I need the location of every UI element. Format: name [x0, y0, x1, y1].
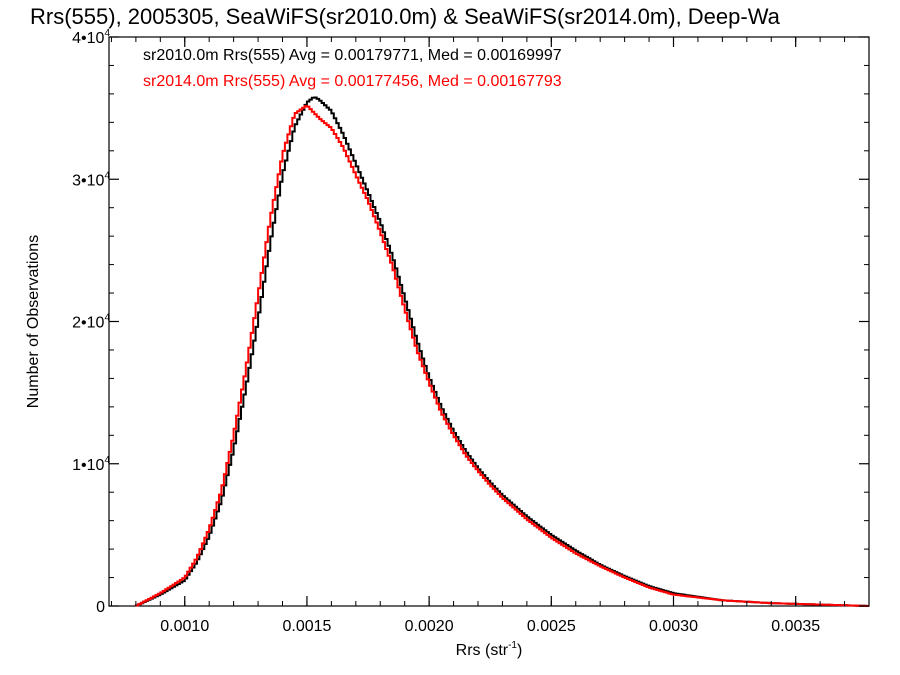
- x-tick-label: 0.0020: [405, 618, 454, 635]
- legend-entry-0: sr2010.0m Rrs(555) Avg = 0.00179771, Med…: [143, 47, 562, 64]
- chart-title: Rrs(555), 2005305, SeaWiFS(sr2010.0m) & …: [30, 4, 781, 29]
- plot-area: 0.0010 0.0015 0.0020 0.0025 0.0030 0.0035 0 1•1…: [72, 28, 870, 635]
- plot-frame: [108, 36, 870, 607]
- y-tick-label: 0: [96, 599, 105, 616]
- tick-layer: 0.0010 0.0015 0.0020 0.0025 0.0030 0.0035 0 1•1…: [72, 28, 870, 635]
- x-tick-label: 0.0015: [282, 618, 331, 635]
- x-tick-label: 0.0035: [771, 618, 820, 635]
- y-tick-label: 3•104: [72, 170, 110, 189]
- legend: sr2010.0m Rrs(555) Avg = 0.00179771, Med…: [143, 47, 562, 90]
- x-axis-label-end: ): [517, 642, 522, 659]
- series-line-1: [134, 105, 869, 607]
- series-line-0: [134, 96, 869, 607]
- y-tick-label: 2•104: [72, 313, 110, 332]
- x-tick-label: 0.0010: [160, 618, 209, 635]
- x-axis-label-main: Rrs (str: [456, 642, 509, 659]
- series-layer: [134, 96, 869, 607]
- y-tick-label: 1•104: [72, 455, 110, 474]
- x-axis-label: Rrs (str-1): [456, 640, 523, 659]
- x-axis-label-sup: -1: [508, 640, 517, 651]
- x-tick-label: 0.0030: [649, 618, 698, 635]
- legend-entry-1: sr2014.0m Rrs(555) Avg = 0.00177456, Med…: [143, 73, 562, 90]
- x-tick-label: 0.0025: [527, 618, 576, 635]
- y-axis-label: Number of Observations: [25, 235, 42, 408]
- y-tick-label: 4•104: [72, 28, 110, 47]
